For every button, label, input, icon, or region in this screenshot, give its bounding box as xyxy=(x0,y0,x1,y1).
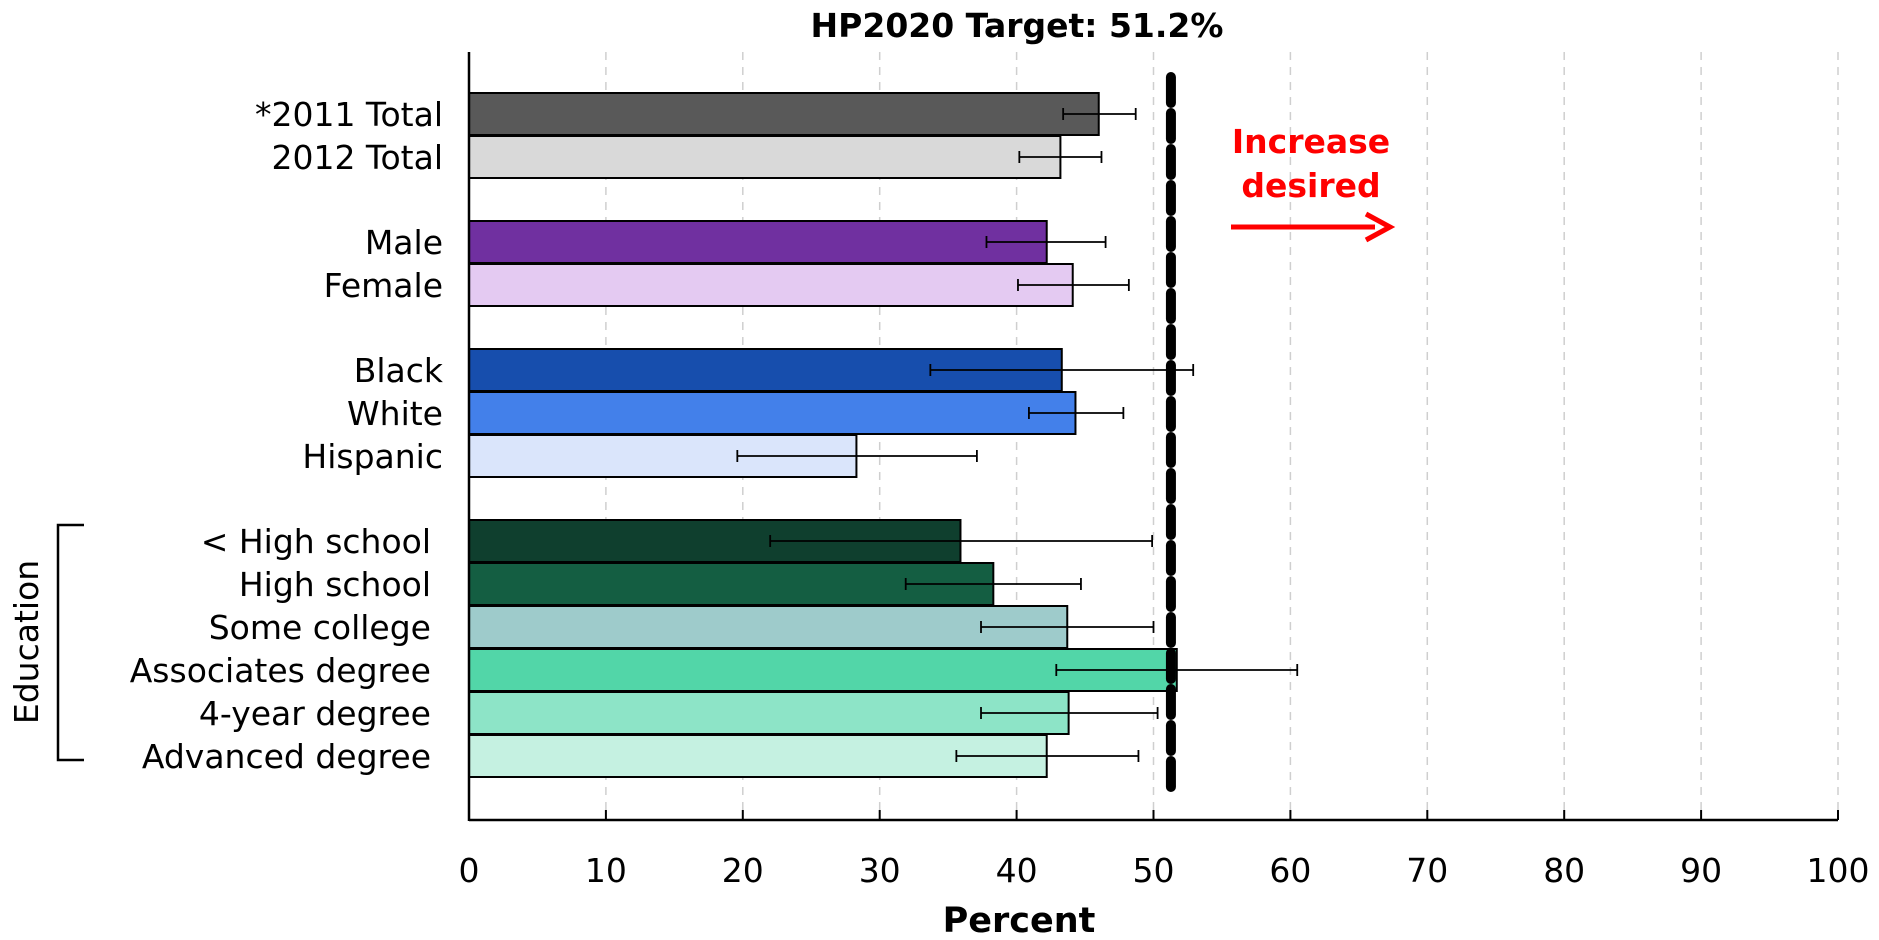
bar-2011-total xyxy=(468,92,1100,136)
error-bar-male xyxy=(985,236,1107,248)
x-tick-label-0: 0 xyxy=(459,851,480,890)
category-label-4-year-degree: 4-year degree xyxy=(199,694,431,733)
grid-lines xyxy=(605,52,1839,820)
x-axis-title: Percent xyxy=(943,901,1096,940)
increase-desired-label-line1: Increase xyxy=(1232,122,1390,161)
x-tick-label-20: 20 xyxy=(722,851,764,890)
x-tick-label-50: 50 xyxy=(1133,851,1175,890)
category-label-black: Black xyxy=(354,351,444,390)
error-bar-white xyxy=(1028,407,1125,419)
error-bar-high-school xyxy=(769,535,1154,547)
bar-male xyxy=(468,220,1048,264)
target-label: HP2020 Target: 51.2% xyxy=(811,6,1224,45)
x-tick-label-60: 60 xyxy=(1269,851,1311,890)
error-bar-black xyxy=(929,364,1195,376)
tick-labels: 0 10 20 30 40 50 60 70 80 90 100 xyxy=(459,851,1870,890)
error-bar-2011-total xyxy=(1062,108,1137,120)
error-bar-hispanic xyxy=(736,450,978,462)
x-tick-label-90: 90 xyxy=(1680,851,1722,890)
category-labels: *2011 Total 2012 Total Male Female Black Whit… xyxy=(130,95,444,776)
bars xyxy=(468,92,1178,778)
category-label-2012-total: 2012 Total xyxy=(271,138,443,177)
bar-some-college xyxy=(468,605,1069,649)
error-bars xyxy=(736,108,1299,762)
error-bar-female xyxy=(1017,279,1130,291)
bar-white xyxy=(468,391,1077,435)
bar-2012-total xyxy=(468,135,1062,179)
category-label-female: Female xyxy=(324,266,443,305)
increase-desired-label-line2: desired xyxy=(1241,166,1380,205)
axes xyxy=(467,52,1839,822)
increase-arrow-icon xyxy=(1231,211,1396,243)
x-tick-label-100: 100 xyxy=(1807,851,1870,890)
bar-advanced-degree xyxy=(468,734,1048,778)
error-bar-4-year-degree xyxy=(980,707,1159,719)
category-label-hispanic: Hispanic xyxy=(302,437,443,476)
error-bar-some-college xyxy=(980,621,1155,633)
bar-4-year-degree xyxy=(468,691,1070,735)
category-label-high-school: < High school xyxy=(201,522,431,561)
error-bar-associates-degree xyxy=(1055,664,1299,676)
category-label-some-college: Some college xyxy=(209,608,431,647)
category-label-2011-total: *2011 Total xyxy=(255,95,443,134)
education-group-label: Education xyxy=(7,560,46,724)
bar-female xyxy=(468,263,1074,307)
category-label-high-school: High school xyxy=(239,565,431,604)
x-tick-label-40: 40 xyxy=(996,851,1038,890)
error-bar-2012-total xyxy=(1018,151,1103,163)
category-label-white: White xyxy=(347,394,443,433)
category-label-advanced-degree: Advanced degree xyxy=(142,737,431,776)
x-tick-label-70: 70 xyxy=(1406,851,1448,890)
error-bar-advanced-degree xyxy=(955,750,1140,762)
x-tick-label-80: 80 xyxy=(1543,851,1585,890)
x-tick-label-30: 30 xyxy=(859,851,901,890)
x-tick-label-10: 10 xyxy=(585,851,627,890)
education-bracket xyxy=(56,523,84,762)
error-bar-high-school xyxy=(904,578,1082,590)
category-label-associates-degree: Associates degree xyxy=(130,651,431,690)
category-label-male: Male xyxy=(365,223,443,262)
